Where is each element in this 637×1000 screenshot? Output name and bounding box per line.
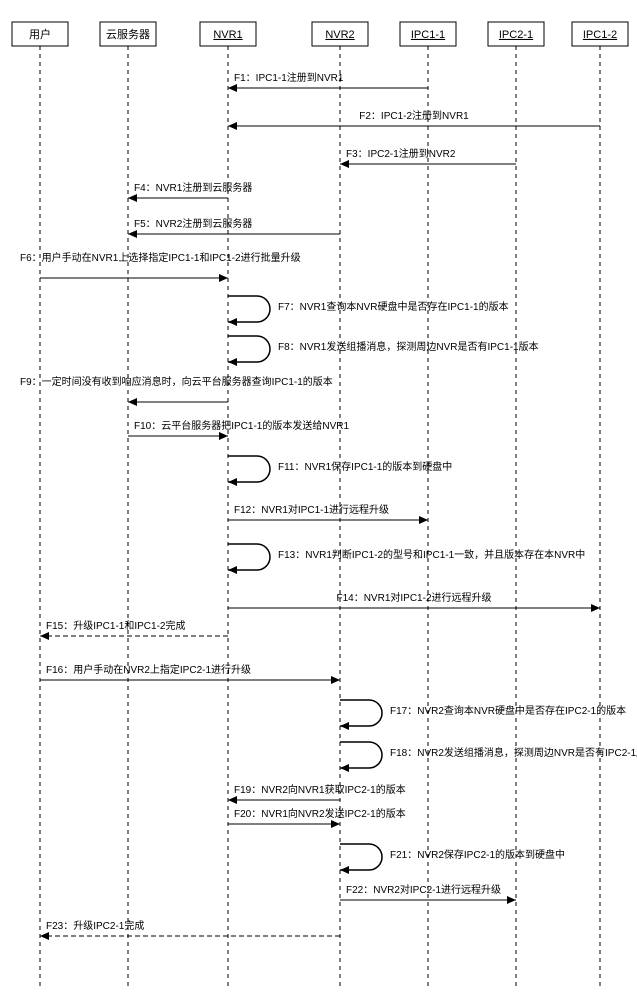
msg-label-F19: F19：NVR2向NVR1获取IPC2-1的版本 (234, 783, 406, 796)
msg-selfloop-F13 (228, 544, 270, 570)
msg-label-F8: F8：NVR1发送组播消息，探测周边NVR是否有IPC1-1版本 (278, 340, 539, 353)
msg-label-F13: F13：NVR1判断IPC1-2的型号和IPC1-1一致，并且版本存在本NVR中 (278, 548, 585, 561)
arrowhead (591, 604, 600, 612)
arrowhead (128, 230, 137, 238)
msg-selfloop-F21 (340, 844, 382, 870)
arrowhead (340, 160, 349, 168)
msg-label-F11: F11：NVR1保存IPC1-1的版本到硬盘中 (278, 460, 452, 473)
arrowhead (219, 432, 228, 440)
arrowhead (228, 122, 237, 130)
arrowhead (128, 194, 137, 202)
actor-label-user: 用户 (29, 27, 51, 41)
msg-label-F9: F9：一定时间没有收到响应消息时，向云平台服务器查询IPC1-1的版本 (20, 375, 333, 388)
actor-label-ipc12: IPC1-2 (583, 29, 617, 41)
actor-label-ipc11: IPC1-1 (411, 29, 445, 41)
arrowhead (228, 318, 237, 326)
arrowhead (228, 566, 237, 574)
arrowhead (228, 84, 237, 92)
arrowhead (219, 274, 228, 282)
arrowhead (228, 478, 237, 486)
arrowhead (331, 676, 340, 684)
msg-label-F4: F4：NVR1注册到云服务器 (134, 181, 252, 194)
msg-label-F22: F22：NVR2对IPC2-1进行远程升级 (346, 883, 501, 896)
actor-label-ipc21: IPC2-1 (499, 29, 533, 41)
arrowhead (128, 398, 137, 406)
msg-label-F23: F23：升级IPC2-1完成 (46, 919, 144, 932)
actor-label-cloud: 云服务器 (106, 28, 150, 41)
msg-label-F20: F20：NVR1向NVR2发送IPC2-1的版本 (234, 807, 406, 820)
msg-selfloop-F18 (340, 742, 382, 768)
arrowhead (507, 896, 516, 904)
arrowhead (419, 516, 428, 524)
msg-label-F15: F15：升级IPC1-1和IPC1-2完成 (46, 619, 185, 632)
actor-label-nvr1: NVR1 (213, 29, 242, 41)
msg-selfloop-F7 (228, 296, 270, 322)
arrowhead (228, 796, 237, 804)
msg-selfloop-F8 (228, 336, 270, 362)
arrowhead (331, 820, 340, 828)
msg-label-F10: F10：云平台服务器把IPC1-1的版本发送给NVR1 (134, 419, 349, 432)
msg-label-F18: F18：NVR2发送组播消息，探测周边NVR是否有IPC2-1版本 (390, 746, 637, 759)
msg-selfloop-F17 (340, 700, 382, 726)
arrowhead (40, 932, 49, 940)
msg-label-F6: F6：用户手动在NVR1上选择指定IPC1-1和IPC1-2进行批量升级 (20, 251, 301, 264)
arrowhead (340, 866, 349, 874)
arrowhead (40, 632, 49, 640)
arrowhead (340, 764, 349, 772)
msg-label-F21: F21：NVR2保存IPC2-1的版本到硬盘中 (390, 848, 565, 861)
msg-label-F3: F3：IPC2-1注册到NVR2 (346, 147, 456, 160)
msg-label-F16: F16：用户手动在NVR2上指定IPC2-1进行升级 (46, 663, 251, 676)
msg-label-F7: F7：NVR1查询本NVR硬盘中是否存在IPC1-1的版本 (278, 300, 509, 313)
msg-label-F2: F2：IPC1-2注册到NVR1 (359, 109, 469, 122)
msg-label-F17: F17：NVR2查询本NVR硬盘中是否存在IPC2-1的版本 (390, 704, 626, 717)
msg-label-F1: F1：IPC1-1注册到NVR1 (234, 71, 344, 84)
msg-label-F12: F12：NVR1对IPC1-1进行远程升级 (234, 503, 389, 516)
sequence-diagram: 用户 云服务器 NVR1 NVR2 IPC1-1 IPC2-1 IPC1-2 F1：IPC1-… (0, 0, 637, 1000)
msg-label-F14: F14：NVR1对IPC1-2进行远程升级 (336, 591, 491, 604)
arrowhead (340, 722, 349, 730)
actor-label-nvr2: NVR2 (325, 29, 354, 41)
arrowhead (228, 358, 237, 366)
msg-selfloop-F11 (228, 456, 270, 482)
msg-label-F5: F5：NVR2注册到云服务器 (134, 217, 252, 230)
